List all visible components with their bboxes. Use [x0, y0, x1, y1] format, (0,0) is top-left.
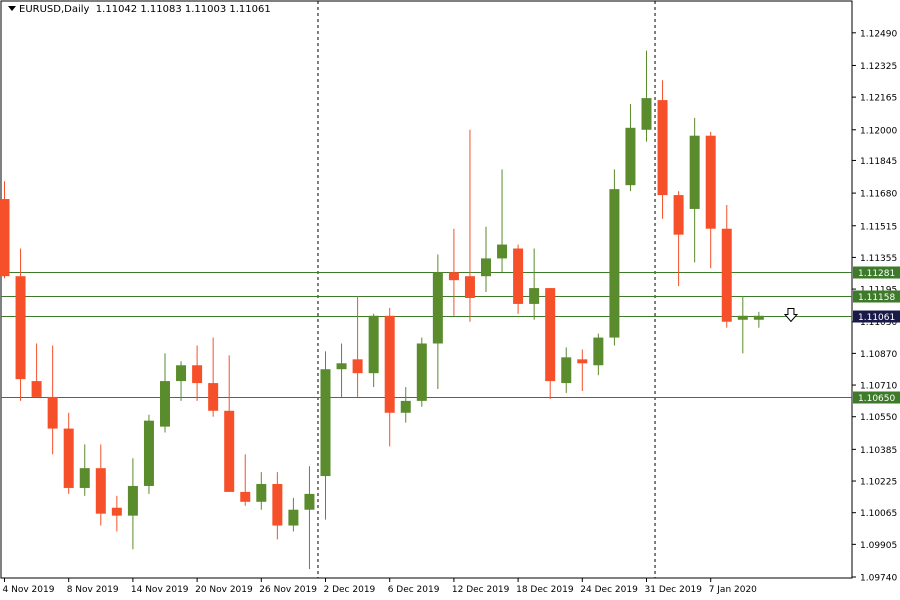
candle-body — [689, 135, 700, 209]
candle-body — [63, 428, 74, 488]
candle-body — [368, 315, 379, 374]
y-tick-label: 1.10870 — [860, 350, 897, 360]
candle-body — [111, 507, 122, 516]
level-price-box — [853, 290, 900, 303]
y-tick-label: 1.11355 — [860, 254, 897, 264]
candle-body — [577, 359, 588, 364]
current-price-label: 1.11061 — [858, 313, 895, 323]
y-tick-label: 1.12165 — [860, 94, 897, 104]
candle-body — [15, 276, 26, 380]
candle-body — [256, 483, 267, 502]
candle-body — [352, 359, 363, 374]
candle-body — [609, 189, 620, 338]
candle-body — [400, 400, 411, 413]
candle-body — [641, 98, 652, 130]
y-tick-label: 1.11515 — [860, 222, 897, 232]
candle-body — [304, 493, 315, 510]
chart-title: EURUSD,Daily 1.11042 1.11083 1.11003 1.1… — [8, 4, 271, 15]
candle-body — [320, 369, 331, 477]
candle-body — [481, 258, 491, 277]
candle-body — [224, 410, 235, 492]
candle-body — [416, 343, 427, 401]
candle-body — [288, 509, 299, 526]
y-tick-label: 1.11030 — [860, 318, 897, 328]
candle-body — [513, 248, 524, 304]
candle-body — [143, 420, 154, 486]
current-price-box — [853, 310, 900, 323]
dropdown-triangle-icon[interactable] — [8, 6, 16, 11]
y-tick-label: 1.11680 — [860, 190, 897, 200]
x-tick-label: 18 Dec 2019 — [516, 585, 574, 595]
candle-body — [737, 315, 748, 320]
y-tick-label: 1.12000 — [860, 126, 897, 136]
candle-body — [497, 244, 508, 259]
candle-body — [561, 357, 572, 384]
level-price-box — [853, 391, 900, 404]
candle-body — [545, 288, 556, 382]
y-tick-label: 1.10065 — [860, 509, 897, 519]
y-tick-label: 1.10225 — [860, 478, 897, 488]
y-tick-label: 1.12490 — [860, 29, 897, 39]
candle-body — [625, 127, 636, 186]
x-tick-label: 26 Nov 2019 — [259, 585, 317, 595]
candle-body — [593, 337, 604, 366]
x-tick-label: 31 Dec 2019 — [645, 585, 703, 595]
x-tick-label: 4 Nov 2019 — [3, 585, 55, 595]
candle-body — [31, 381, 42, 397]
candle-body — [272, 483, 283, 526]
level-price-label: 1.11158 — [858, 293, 895, 303]
y-tick-label: 1.09740 — [860, 574, 897, 584]
candle-body — [208, 383, 219, 411]
candle-body — [705, 135, 716, 229]
candle-body — [448, 272, 459, 281]
ohlc-readout: 1.11042 1.11083 1.11003 1.11061 — [95, 4, 271, 15]
candle-body — [673, 195, 684, 235]
candle-body — [95, 468, 106, 514]
candle-body — [79, 468, 90, 488]
x-tick-label: 7 Jan 2020 — [709, 585, 757, 595]
x-tick-label: 2 Dec 2019 — [324, 585, 376, 595]
y-tick-label: 1.11845 — [860, 157, 897, 167]
candle-body — [432, 272, 443, 344]
candle-body — [47, 396, 58, 429]
candle-body — [160, 381, 170, 427]
candle-body — [192, 365, 203, 384]
down-arrow-icon — [783, 308, 799, 323]
candle-body — [240, 491, 251, 502]
y-tick-label: 1.10550 — [860, 413, 897, 423]
y-tick-label: 1.09905 — [860, 541, 897, 551]
y-tick-label: 1.10385 — [860, 446, 897, 456]
candle-body — [721, 228, 732, 322]
level-price-label: 1.10650 — [858, 394, 895, 404]
candle-body — [529, 288, 540, 304]
x-tick-label: 14 Nov 2019 — [131, 585, 189, 595]
y-tick-label: 1.10710 — [860, 382, 897, 392]
y-tick-label: 1.12325 — [860, 62, 897, 72]
candle-body — [336, 363, 347, 370]
candle-body — [464, 276, 475, 298]
x-tick-label: 6 Dec 2019 — [388, 585, 440, 595]
candle-body — [384, 315, 395, 413]
candle-body — [657, 100, 668, 196]
level-price-box — [853, 266, 900, 279]
x-tick-label: 20 Nov 2019 — [195, 585, 253, 595]
x-tick-label: 8 Nov 2019 — [67, 585, 119, 595]
candle-body — [0, 199, 10, 277]
candle-body — [753, 315, 764, 320]
x-tick-label: 24 Dec 2019 — [580, 585, 638, 595]
level-price-label: 1.11281 — [858, 269, 895, 279]
candle-body — [127, 485, 138, 516]
x-tick-label: 12 Dec 2019 — [452, 585, 510, 595]
candle-body — [176, 365, 187, 382]
symbol-label: EURUSD,Daily — [19, 4, 90, 15]
